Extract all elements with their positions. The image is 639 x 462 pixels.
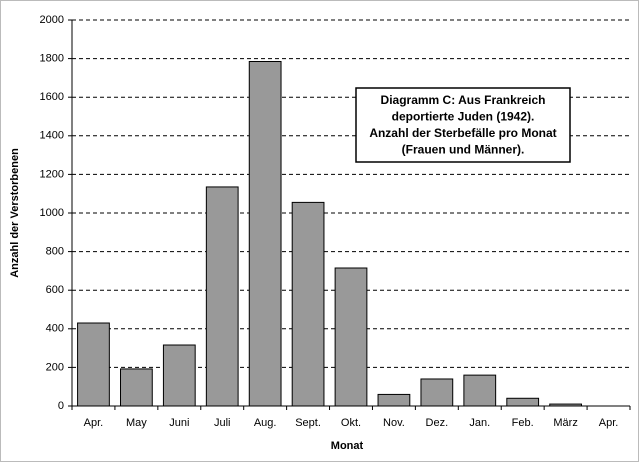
bar <box>420 378 454 407</box>
bar <box>77 322 110 407</box>
y-axis-title: Anzahl der Verstorbenen <box>9 148 21 278</box>
bar <box>377 393 411 407</box>
x-tick-label: Aug. <box>254 417 277 429</box>
title-line: Diagramm C: Aus Frankreich <box>381 93 546 107</box>
bar <box>248 60 282 407</box>
x-tick-label: Nov. <box>383 417 405 429</box>
bar <box>205 186 239 407</box>
x-tick-label: Okt. <box>341 417 361 429</box>
title-line: (Frauen und Männer). <box>402 143 525 157</box>
bar <box>506 397 540 407</box>
title-line: deportierte Juden (1942). <box>392 110 535 124</box>
bar <box>162 344 196 407</box>
bar <box>291 201 325 407</box>
bar <box>120 368 153 407</box>
title: Diagramm C: Aus Frankreich deportierte Ju… <box>355 87 571 163</box>
x-tick-label: Juni <box>169 417 189 429</box>
y-tick-label: 1000 <box>40 207 64 219</box>
x-tick-label: Dez. <box>426 417 449 429</box>
x-axis-title: Monat <box>331 440 364 452</box>
y-tick-label: 2000 <box>40 14 64 26</box>
x-tick-label: May <box>126 417 147 429</box>
y-tick-label: 1800 <box>40 53 64 65</box>
y-tick-label: 800 <box>46 246 64 258</box>
y-tick-label: 0 <box>58 400 64 412</box>
y-tick-label: 1600 <box>40 91 64 103</box>
x-tick-label: Jan. <box>469 417 490 429</box>
x-tick-label: Apr. <box>599 417 619 429</box>
x-tick-label: Feb. <box>512 417 534 429</box>
y-tick-label: 400 <box>46 323 64 335</box>
y-tick-label: 1400 <box>40 130 64 142</box>
x-tick-label: März <box>553 417 577 429</box>
y-tick-label: 600 <box>46 284 64 296</box>
x-tick-label: Sept. <box>295 417 321 429</box>
y-tick-label: 200 <box>46 361 64 373</box>
bar <box>334 267 368 407</box>
y-tick-label: 1200 <box>40 168 64 180</box>
bar <box>463 374 497 407</box>
x-tick-label: Juli <box>214 417 231 429</box>
x-tick-label: Apr. <box>84 417 104 429</box>
title-box <box>355 87 571 163</box>
title-line: Anzahl der Sterbefälle pro Monat <box>369 126 556 140</box>
